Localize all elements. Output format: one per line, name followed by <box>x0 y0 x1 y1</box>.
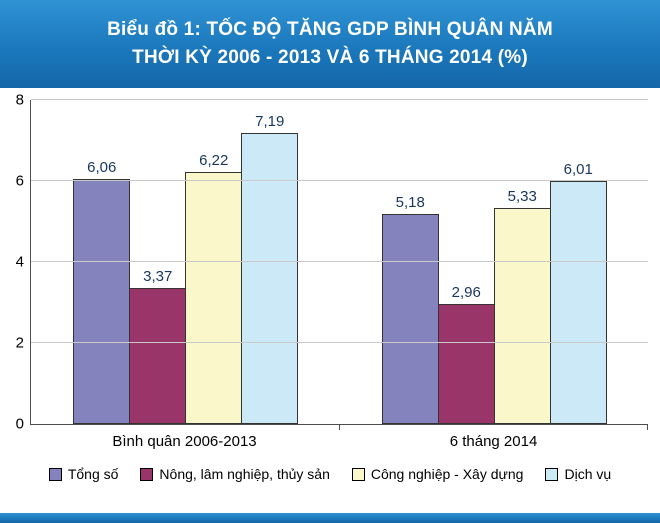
legend-label: Nông, lâm nghiệp, thủy sản <box>159 466 330 482</box>
bar-group: 6,06 3,37 6,22 7,19 <box>31 100 340 424</box>
bar <box>437 304 495 424</box>
bar-value-label: 6,01 <box>563 160 593 178</box>
bar-value-label: 2,96 <box>451 284 481 302</box>
bar-value-label: 3,37 <box>143 267 173 285</box>
header-banner: Biểu đồ 1: TỐC ĐỘ TĂNG GDP BÌNH QUÂN NĂM… <box>0 0 660 88</box>
y-tick-label: 6 <box>15 172 24 190</box>
bar <box>73 178 131 424</box>
bar-groups: 6,06 3,37 6,22 7,19 5,18 2,96 5,33 6,01 <box>31 100 648 424</box>
legend-swatch <box>545 467 559 481</box>
bar <box>381 214 439 424</box>
y-tick-label: 2 <box>15 334 24 352</box>
bar <box>549 180 607 424</box>
legend-item: Nông, lâm nghiệp, thủy sản <box>140 466 330 482</box>
x-category-label: Bình quân 2006-2013 <box>112 433 257 450</box>
legend-label: Dịch vụ <box>564 466 612 482</box>
bar-column: 6,22 <box>185 100 243 424</box>
chart: 6,06 3,37 6,22 7,19 5,18 2,96 5,33 6,01 0 2 4 6 8 B… <box>0 93 660 450</box>
legend-item: Công nghiệp - Xây dựng <box>351 466 524 482</box>
footer-strip <box>0 513 660 523</box>
gridline <box>31 180 648 181</box>
legend-item: Tổng số <box>48 466 119 482</box>
y-tick-label: 0 <box>15 415 24 433</box>
bar <box>493 208 551 424</box>
legend: Tổng số Nông, lâm nghiệp, thủy sản Công ng… <box>0 466 660 482</box>
legend-swatch <box>351 467 365 481</box>
bar-column: 3,37 <box>129 100 187 424</box>
y-tick-label: 8 <box>15 91 24 109</box>
bar-column: 2,96 <box>437 100 495 424</box>
bar <box>129 287 187 424</box>
bar-column: 5,33 <box>493 100 551 424</box>
legend-label: Công nghiệp - Xây dựng <box>370 466 524 482</box>
bar <box>241 132 299 424</box>
legend-label: Tổng số <box>67 466 119 482</box>
chart-title-line1: Biểu đồ 1: TỐC ĐỘ TĂNG GDP BÌNH QUÂN NĂM <box>107 19 553 40</box>
bar-group: 5,18 2,96 5,33 6,01 <box>340 100 649 424</box>
bar-column: 6,06 <box>73 100 131 424</box>
gridline <box>31 342 648 343</box>
x-axis-tick <box>338 424 340 430</box>
plot-area: 6,06 3,37 6,22 7,19 5,18 2,96 5,33 6,01 0 2 4 6 8 <box>16 93 648 432</box>
x-axis-tick <box>647 424 648 430</box>
x-category-label: 6 tháng 2014 <box>449 433 538 450</box>
chart-title-line2: THỜI KỲ 2006 - 2013 VÀ 6 THÁNG 2014 (%) <box>132 47 528 68</box>
bar-value-label: 6,22 <box>199 152 229 170</box>
bar-value-label: 7,19 <box>255 112 285 130</box>
bar-column: 6,01 <box>549 100 607 424</box>
bar <box>185 172 243 424</box>
bar-value-label: 6,06 <box>87 158 117 176</box>
gridline <box>31 99 648 100</box>
bar-column: 5,18 <box>381 100 439 424</box>
legend-swatch <box>140 467 154 481</box>
x-axis-labels: Bình quân 2006-2013 6 tháng 2014 <box>30 425 648 450</box>
gridline <box>31 261 648 262</box>
bar-column: 7,19 <box>241 100 299 424</box>
bar-value-label: 5,18 <box>395 194 425 212</box>
legend-swatch <box>48 467 62 481</box>
bar-value-label: 5,33 <box>507 188 537 206</box>
y-tick-label: 4 <box>15 253 24 271</box>
legend-item: Dịch vụ <box>545 466 611 482</box>
